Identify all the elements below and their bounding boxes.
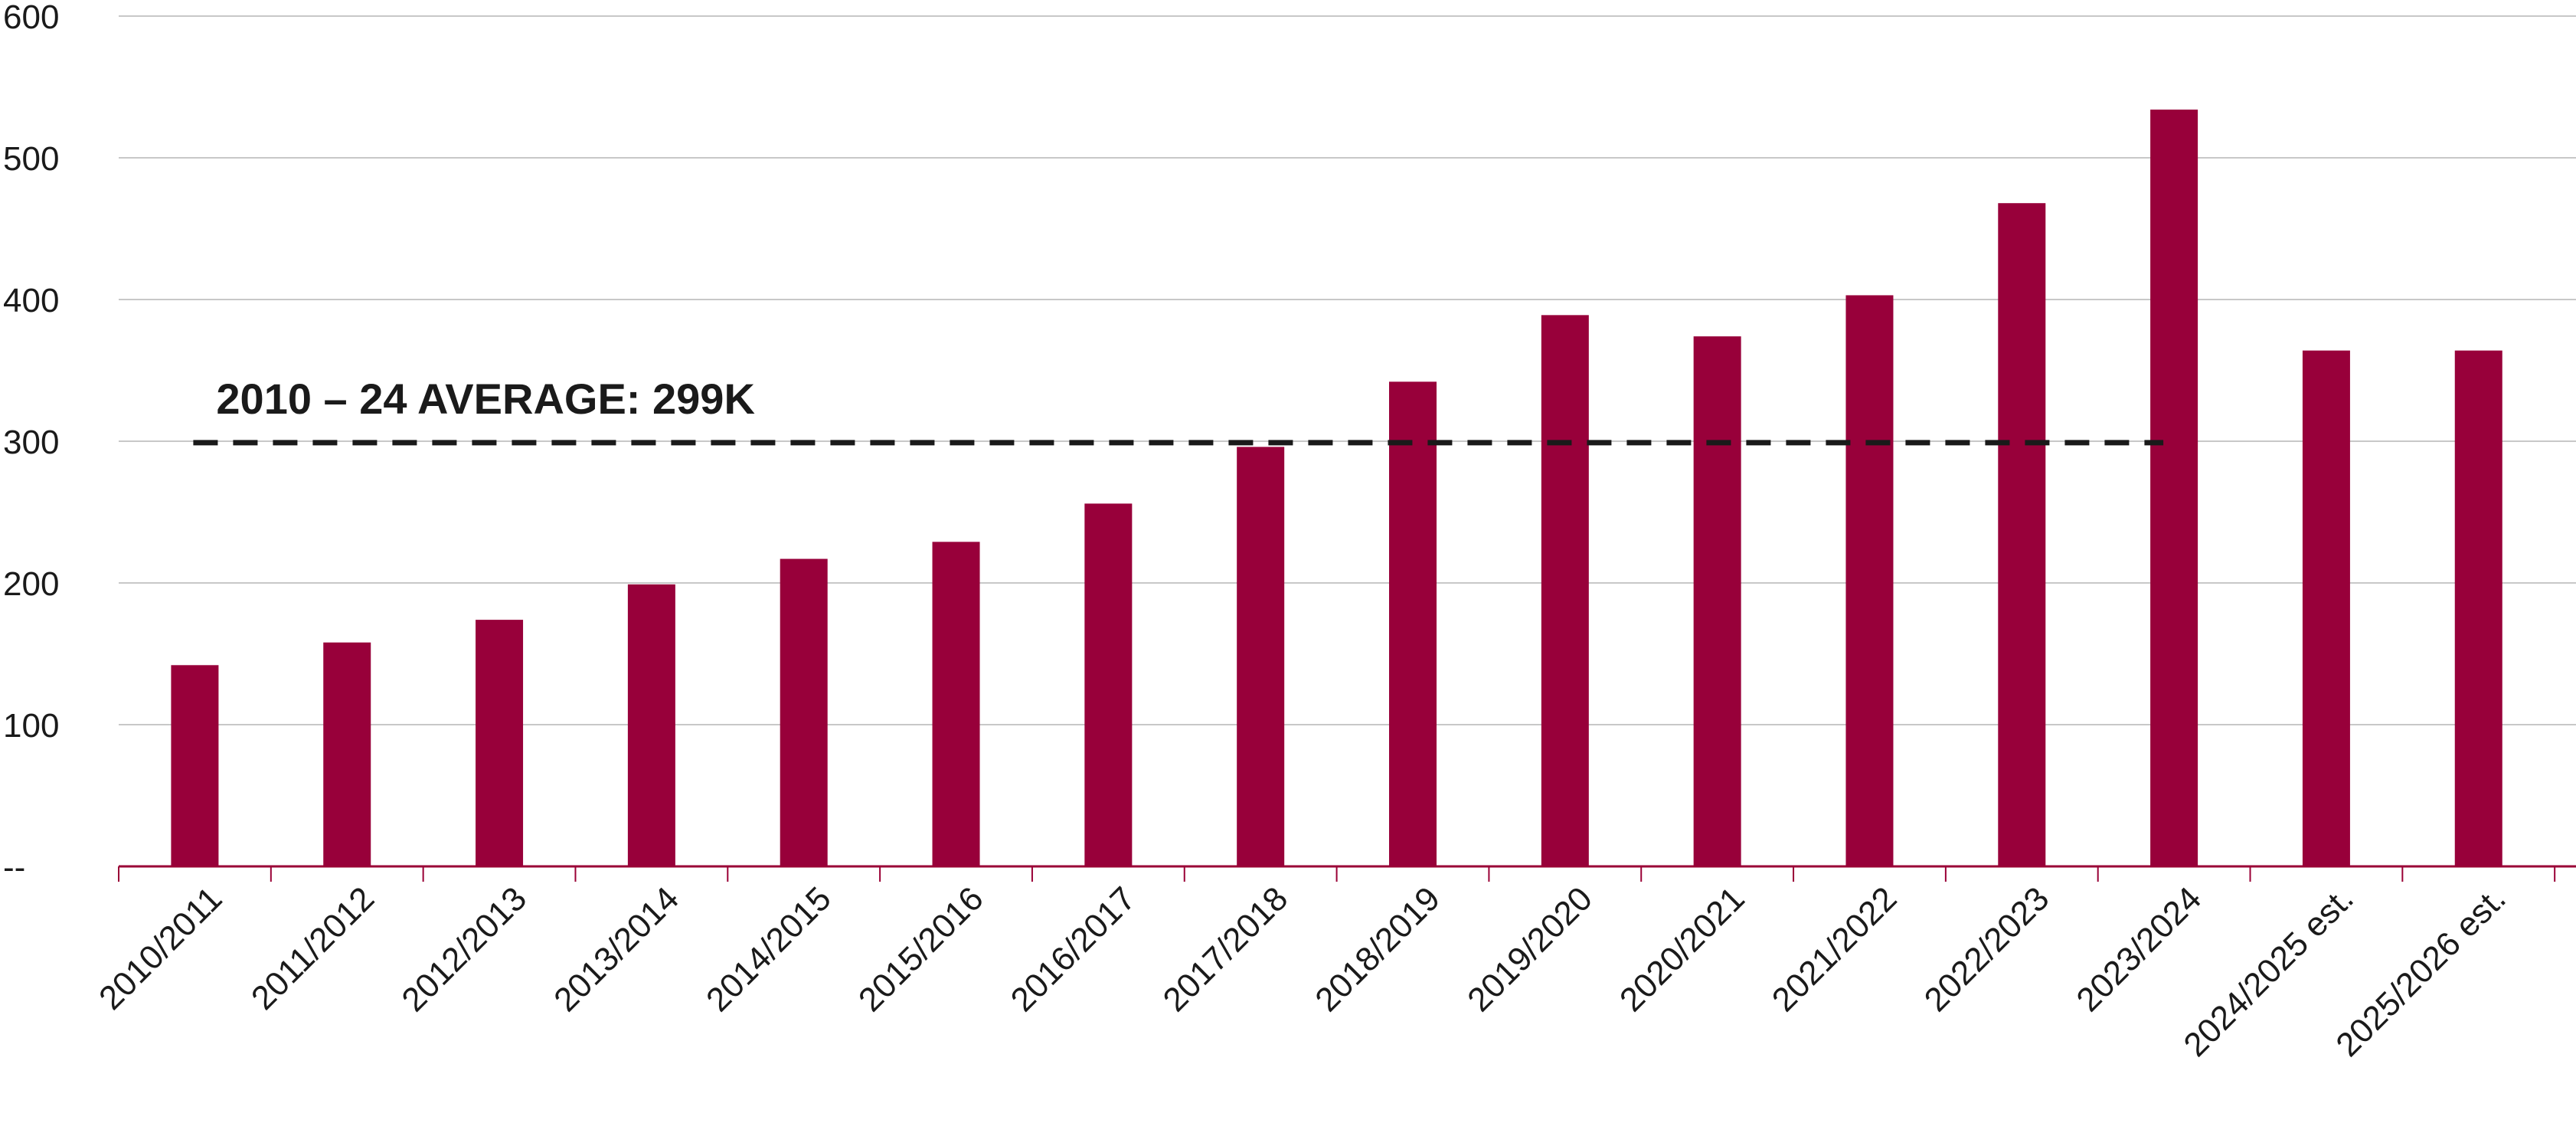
average-reference: 2010 – 24 AVERAGE: 299K: [193, 375, 2164, 446]
x-axis: [118, 865, 2576, 882]
y-tick-label: 200: [3, 565, 59, 603]
y-tick-label: 300: [3, 424, 59, 461]
x-tick-label: 2020/2021: [1613, 879, 1752, 1019]
y-tick-label: 400: [3, 282, 59, 319]
bar: [1388, 381, 1437, 866]
bar: [171, 665, 219, 866]
average-label: 2010 – 24 AVERAGE: 299K: [216, 375, 754, 423]
x-tick-label: 2021/2022: [1765, 879, 1904, 1019]
y-tick-label: --: [3, 849, 25, 886]
bar: [476, 620, 524, 866]
x-tick-label: 2015/2016: [852, 879, 991, 1019]
gridlines: [119, 15, 2576, 725]
x-tick-label: 2016/2017: [1004, 879, 1143, 1019]
x-tick-label: 2012/2013: [394, 879, 534, 1019]
bar: [1998, 203, 2046, 866]
bar: [932, 542, 980, 866]
y-tick-label: 500: [3, 140, 59, 178]
bar: [323, 642, 371, 866]
bar: [1845, 295, 1894, 866]
x-tick-label: 2022/2023: [1917, 879, 2057, 1019]
bar: [1084, 503, 1133, 866]
bar: [2454, 350, 2502, 867]
x-tick-label: 2013/2014: [547, 879, 686, 1019]
x-tick-label: 2017/2018: [1156, 879, 1296, 1019]
x-tick-label: 2011/2012: [244, 879, 381, 1017]
bar: [780, 558, 828, 866]
bar: [2302, 350, 2350, 867]
y-axis-tick-labels: -- 100 200 300 400 500 600: [3, 0, 59, 886]
x-tick-label: 2018/2019: [1308, 879, 1447, 1019]
x-tick-label: 2010/2011: [92, 879, 229, 1017]
x-tick-label: 2014/2015: [699, 879, 839, 1019]
bar: [1237, 447, 1285, 866]
bar: [2150, 110, 2198, 867]
x-tick-label: 2023/2024: [2069, 879, 2208, 1019]
x-tick-label: 2019/2020: [1460, 879, 1600, 1019]
bar: [1541, 315, 1589, 867]
bar: [1693, 336, 1741, 867]
y-tick-label: 100: [3, 707, 59, 745]
bar: [627, 584, 675, 866]
bars: [171, 110, 2502, 867]
y-tick-label: 600: [3, 0, 59, 36]
x-axis-tick-labels: 2010/2011 2011/2012 2012/2013 2013/2014 2014…: [92, 879, 2513, 1064]
